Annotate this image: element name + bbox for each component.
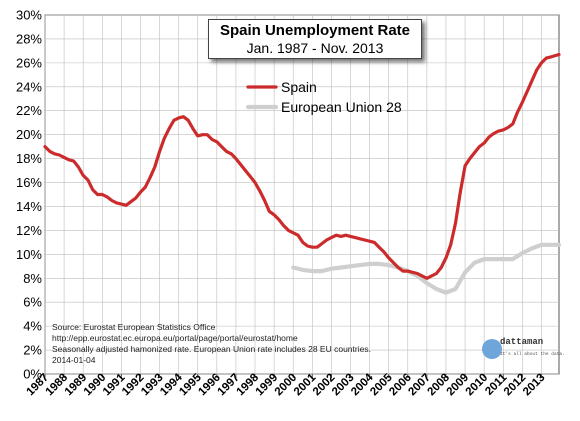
y-tick-label: 30%	[16, 8, 42, 23]
y-tick-label: 26%	[16, 55, 42, 70]
logo-circle-icon	[482, 339, 502, 359]
chart-title-box: Spain Unemployment Rate Jan. 1987 - Nov.…	[208, 19, 422, 59]
source-date: 2014-01-04	[52, 355, 96, 365]
source-url: http://epp.eurostat.ec.europa.eu/portal/…	[52, 333, 298, 343]
y-tick-label: 18%	[16, 151, 42, 166]
y-tick-label: 24%	[16, 79, 42, 94]
spain-series-line	[43, 52, 561, 280]
y-tick-label: 16%	[16, 175, 42, 190]
x-axis-ticks: 1987198819891990199119921993199419951996…	[25, 371, 548, 398]
source-line: Source: Eurostat European Statistics Off…	[52, 322, 216, 332]
logo-tagline: It's all about the data.	[500, 352, 565, 357]
y-tick-label: 14%	[16, 199, 42, 214]
legend-label-spain: Spain	[281, 79, 317, 95]
y-tick-label: 10%	[16, 247, 42, 262]
y-tick-label: 0%	[23, 367, 42, 382]
logo-name: dattaman	[500, 337, 544, 347]
x-tick-label: 2013	[521, 372, 548, 399]
chart-subtitle: Jan. 1987 - Nov. 2013	[246, 40, 384, 56]
gridlines	[44, 14, 559, 375]
y-tick-label: 20%	[16, 127, 42, 142]
y-tick-label: 6%	[23, 295, 42, 310]
series-lines	[43, 52, 562, 295]
y-tick-label: 8%	[23, 271, 42, 286]
source-note: Source: Eurostat European Statistics Off…	[52, 322, 382, 366]
plot-area	[44, 14, 560, 375]
legend: Spain European Union 28	[245, 79, 402, 115]
y-tick-label: 28%	[16, 31, 42, 46]
y-axis-ticks: 0% 2% 4% 6% 8% 10% 12% 14% 16% 18% 20% 22% 24% 26% 28%…	[16, 8, 42, 382]
y-tick-label: 22%	[16, 103, 42, 118]
legend-label-eu28: European Union 28	[281, 99, 402, 115]
y-tick-label: 12%	[16, 223, 42, 238]
dattaman-logo: dattaman It's all about the data.	[478, 336, 565, 368]
eu28-series-line	[291, 242, 562, 295]
y-tick-label: 4%	[23, 319, 42, 334]
y-tick-label: 2%	[23, 343, 42, 358]
source-note-line: Seasonally adjusted hamonized rate. Euro…	[52, 344, 371, 354]
chart-title: Spain Unemployment Rate	[219, 22, 411, 39]
